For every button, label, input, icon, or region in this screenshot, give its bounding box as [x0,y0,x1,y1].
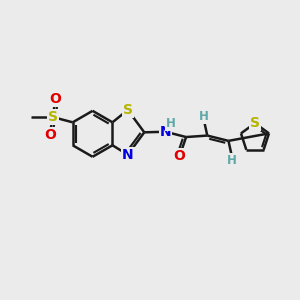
Text: N: N [160,125,171,139]
Text: O: O [44,128,56,142]
Text: H: H [166,117,176,130]
Text: O: O [174,149,185,163]
Text: N: N [122,148,134,162]
Text: H: H [227,154,237,166]
Text: O: O [50,92,62,106]
Text: S: S [123,103,133,117]
Text: S: S [250,116,260,130]
Text: S: S [48,110,58,124]
Text: H: H [199,110,209,123]
